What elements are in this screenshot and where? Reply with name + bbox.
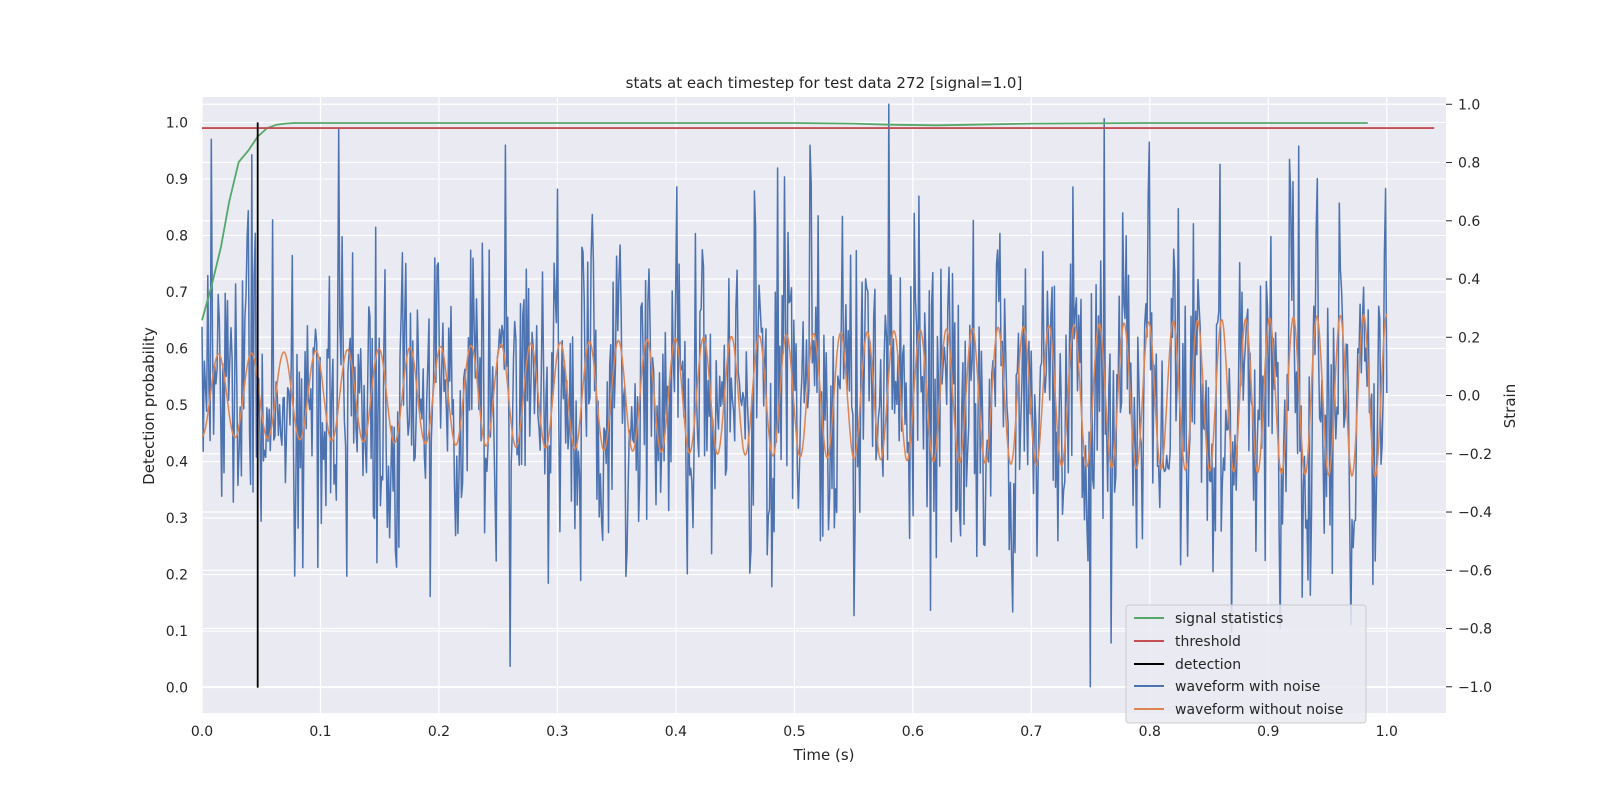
x-tick-label: 0.7 (1020, 724, 1042, 740)
legend-label-threshold: threshold (1175, 634, 1241, 650)
x-tick-label: 0.6 (902, 724, 924, 740)
y2-tick-label: −0.6 (1458, 563, 1492, 579)
legend-box (1125, 604, 1367, 724)
y2-tick-label: −1.0 (1458, 680, 1492, 696)
tick-layer: 0.0 0.1 0.2 0.3 0.4 0.5 0.6 0.7 0.8 0.9 1.0 0.0 0.1 0… (166, 97, 1492, 740)
y-tick-label: 0.4 (166, 455, 188, 471)
y2-axis-title: Strain (1501, 384, 1519, 428)
y-tick-label: 0.6 (166, 341, 188, 357)
y2-tick-label: 0.2 (1458, 330, 1480, 346)
series-signal-statistics (201, 122, 1368, 321)
y2-tick-label: 0.0 (1458, 389, 1480, 405)
y-tick-label: 0.3 (166, 511, 188, 527)
y2-tick-label: −0.8 (1458, 622, 1492, 638)
x-tick-label: 1.0 (1376, 724, 1398, 740)
y-tick-label: 0.1 (166, 624, 188, 640)
x-tick-label: 0.2 (428, 724, 450, 740)
x-tick-label: 0.8 (1139, 724, 1161, 740)
x-tick-label: 0.4 (665, 724, 687, 740)
legend-label-waveform-with-noise: waveform with noise (1175, 679, 1320, 695)
series-waveform-with-noise (201, 103, 1388, 688)
y2-tick-label: −0.4 (1458, 505, 1492, 521)
x-tick-label: 0.1 (309, 724, 331, 740)
y2-tick-label: −0.2 (1458, 447, 1492, 463)
y-tick-label: 0.0 (166, 681, 188, 697)
series-layer (201, 103, 1435, 688)
x-tick-label: 0.3 (546, 724, 568, 740)
legend-label-signal-statistics: signal statistics (1175, 611, 1283, 627)
legend-label-detection: detection (1175, 657, 1241, 673)
legend-label-waveform-without-noise: waveform without noise (1175, 702, 1343, 718)
y2-tick-label: 1.0 (1458, 97, 1480, 113)
y-axis-title: Detection probability (140, 327, 158, 485)
y-tick-label: 0.5 (166, 398, 188, 414)
y-tick-label: 0.7 (166, 285, 188, 301)
y-tick-label: 0.2 (166, 568, 188, 584)
legend: signal statistics threshold detection wa… (1125, 604, 1367, 724)
y-tick-label: 1.0 (166, 115, 188, 131)
chart-title: stats at each timestep for test data 272… (626, 74, 1023, 92)
series-waveform-without-noise (201, 313, 1388, 478)
y-tick-label: 0.8 (166, 228, 188, 244)
y2-tick-label: 0.6 (1458, 214, 1480, 230)
y2-tick-label: 0.4 (1458, 272, 1480, 288)
x-axis-title: Time (s) (793, 746, 855, 764)
x-tick-label: 0.5 (783, 724, 805, 740)
y2-tick-label: 0.8 (1458, 156, 1480, 172)
x-tick-label: 0.0 (191, 724, 213, 740)
x-tick-label: 0.9 (1257, 724, 1279, 740)
y-tick-label: 0.9 (166, 172, 188, 188)
